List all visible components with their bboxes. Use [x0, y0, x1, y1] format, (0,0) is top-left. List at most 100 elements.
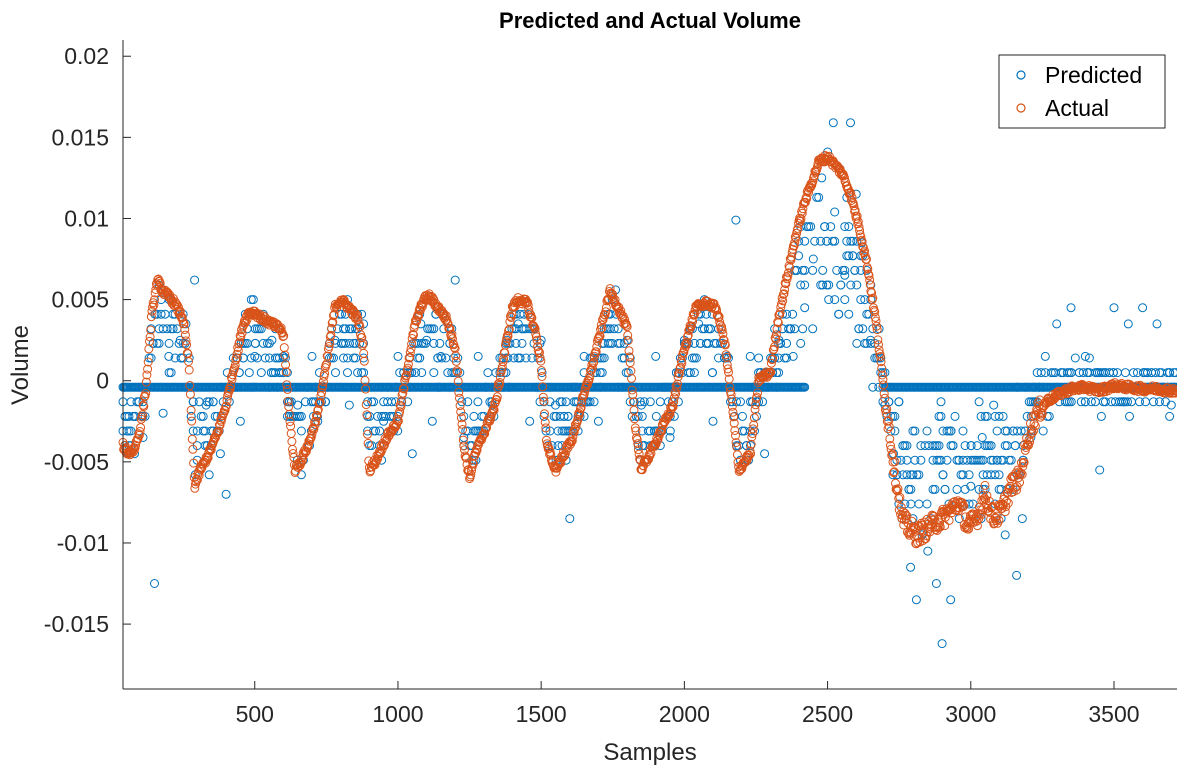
actual-point	[657, 425, 667, 435]
predicted-point	[156, 309, 166, 319]
actual-point	[1029, 419, 1039, 429]
predicted-point	[946, 426, 956, 436]
predicted-point	[960, 484, 970, 494]
actual-point	[847, 193, 857, 203]
predicted-point	[215, 449, 225, 459]
x-tick-label: 500	[236, 701, 274, 727]
predicted-point	[936, 397, 946, 407]
actual-point	[480, 429, 490, 439]
actual-point	[579, 389, 589, 399]
predicted-point	[427, 416, 437, 426]
actual-point	[363, 438, 373, 448]
actual-point	[315, 397, 325, 407]
predicted-point	[1120, 397, 1130, 407]
predicted-point	[429, 324, 439, 334]
actual-point	[727, 394, 737, 404]
predicted-point	[804, 222, 814, 232]
predicted-point	[274, 353, 284, 363]
predicted-point	[1096, 411, 1106, 421]
actual-point	[712, 311, 722, 321]
actual-point	[627, 385, 637, 395]
actual-point	[145, 332, 155, 342]
actual-point	[235, 337, 245, 347]
predicted-point	[992, 455, 1002, 465]
actual-point	[139, 401, 149, 411]
predicted-point	[1002, 441, 1012, 451]
actual-point	[856, 232, 866, 242]
predicted-point	[393, 351, 403, 361]
predicted-point	[1108, 368, 1118, 378]
actual-point	[783, 271, 793, 281]
predicted-point	[164, 338, 174, 348]
predicted-point	[798, 265, 808, 275]
predicted-point	[800, 265, 810, 275]
predicted-point	[786, 324, 796, 334]
predicted-point	[585, 397, 595, 407]
actual-point	[443, 319, 453, 329]
predicted-point	[645, 397, 655, 407]
predicted-point	[796, 338, 806, 348]
actual-point	[625, 352, 635, 362]
predicted-point	[463, 397, 473, 407]
predicted-point	[1149, 397, 1158, 407]
actual-point	[187, 434, 197, 444]
predicted-point	[942, 455, 952, 465]
predicted-point	[998, 411, 1008, 421]
predicted-point	[1038, 426, 1048, 436]
predicted-point	[175, 335, 185, 345]
actual-point	[233, 343, 243, 352]
predicted-point	[379, 416, 389, 426]
actual-point	[765, 368, 775, 378]
actual-point	[727, 401, 737, 411]
predicted-point	[579, 351, 589, 361]
actual-point	[954, 503, 964, 513]
predicted-point	[359, 368, 369, 378]
actual-point	[402, 370, 411, 380]
predicted-point	[246, 382, 256, 392]
y-axis-label: Volume	[7, 325, 34, 405]
actual-point	[353, 315, 363, 325]
predicted-point	[745, 351, 755, 361]
predicted-point	[844, 251, 854, 261]
actual-point	[885, 434, 895, 444]
actual-point	[870, 307, 880, 317]
actual-point	[360, 375, 370, 385]
actual-point	[179, 319, 189, 329]
actual-point	[766, 367, 776, 377]
predicted-point	[800, 382, 810, 392]
predicted-point	[525, 416, 535, 426]
predicted-point	[593, 416, 603, 426]
actual-point	[628, 390, 638, 400]
predicted-point	[150, 579, 159, 588]
predicted-point	[246, 295, 256, 305]
actual-point	[215, 420, 225, 430]
predicted-point	[1080, 351, 1090, 361]
actual-point	[398, 388, 408, 398]
predicted-point	[272, 382, 282, 392]
predicted-point	[952, 484, 962, 494]
actual-point	[225, 384, 235, 394]
actual-point	[149, 300, 159, 310]
actual-point	[281, 360, 291, 370]
predicted-point	[689, 368, 699, 378]
predicted-point	[908, 426, 918, 436]
predicted-point	[846, 280, 856, 290]
actual-point	[674, 368, 684, 378]
predicted-point	[164, 351, 174, 361]
predicted-point	[1109, 303, 1119, 313]
actual-point	[538, 392, 548, 402]
predicted-point	[541, 426, 551, 436]
actual-point	[800, 197, 810, 207]
actual-point	[668, 401, 677, 411]
actual-point	[870, 312, 880, 322]
predicted-point	[293, 400, 303, 410]
actual-point	[778, 290, 788, 299]
predicted-point	[966, 441, 976, 451]
predicted-point	[906, 499, 916, 509]
actual-point	[144, 344, 154, 354]
actual-point	[182, 348, 192, 358]
actual-point	[591, 347, 601, 357]
predicted-point	[862, 309, 872, 319]
x-axis-label: Samples	[603, 739, 696, 766]
